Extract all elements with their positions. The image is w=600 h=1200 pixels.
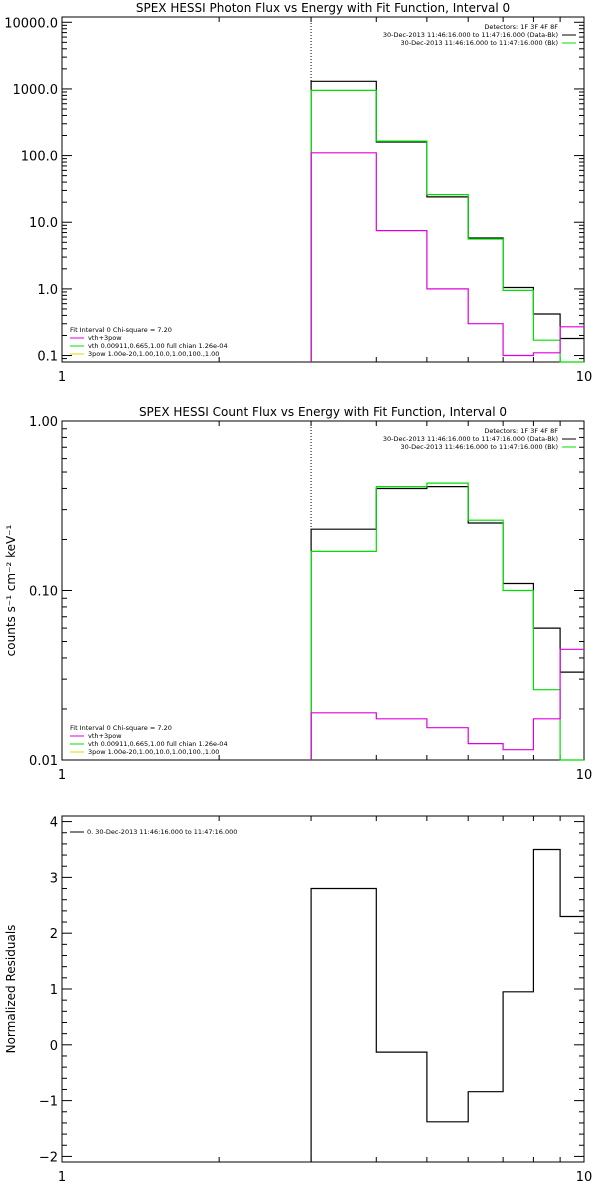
y-tick-label: 1000.0: [13, 83, 59, 98]
legend-top-line: 30-Dec-2013 11:46:16.000 to 11:47:16.000…: [383, 435, 558, 443]
legend-fit-line: vth+3pow: [88, 732, 122, 740]
x-tick-label: 10: [576, 370, 593, 385]
chart-title: SPEX HESSI Photon Flux vs Energy with Fi…: [136, 1, 510, 15]
y-axis-label: counts s⁻¹ cm⁻² keV⁻¹: [4, 524, 18, 656]
legend-fit-line: Fit Interval 0 Chi-square = 7.20: [70, 326, 172, 334]
legend-top-line: Detectors: 1F 3F 4F 8F: [484, 23, 558, 31]
chart-panel-1: SPEX HESSI Photon Flux vs Energy with Fi…: [4, 1, 592, 385]
series-1-histogram: [310, 848, 584, 1162]
y-tick-label: 100.0: [21, 150, 58, 165]
series-2-histogram: [310, 89, 584, 363]
plot-frame: [61, 16, 585, 363]
y-tick-label: 1: [50, 983, 58, 998]
y-tick-label: 4: [50, 816, 58, 831]
legend-fit-line: vth 0.00911,0.665,1.00 full chian 1.26e-…: [88, 342, 228, 350]
legend-fit-line: vth 0.00911,0.665,1.00 full chian 1.26e-…: [88, 740, 228, 748]
y-tick-label: 1.0: [37, 283, 58, 298]
y-tick-label: 0: [50, 1039, 58, 1054]
y-tick-label: 3: [50, 871, 58, 886]
legend-fit-line: vth+3pow: [88, 334, 122, 342]
y-tick-label: 10000.0: [4, 16, 58, 31]
y-tick-label: 0.10: [29, 585, 58, 600]
y-tick-label: 2: [50, 927, 58, 942]
x-tick-label: 1: [58, 370, 66, 385]
y-tick-label: 10.0: [29, 216, 58, 231]
legend-top-line: 30-Dec-2013 11:46:16.000 to 11:47:16.000…: [401, 443, 559, 451]
x-tick-label: 10: [576, 768, 593, 783]
x-tick-label: 1: [58, 768, 66, 783]
y-tick-label: 1.00: [29, 415, 58, 430]
chart-title: SPEX HESSI Count Flux vs Energy with Fit…: [139, 405, 507, 419]
chart-panel-2: SPEX HESSI Count Flux vs Energy with Fit…: [4, 405, 592, 783]
y-tick-label: 0.01: [29, 754, 58, 769]
series-3-histogram: [310, 152, 584, 362]
y-axis-label: Normalized Residuals: [4, 925, 18, 1054]
plot-frame: [61, 815, 585, 1163]
x-tick-label: 10: [576, 1170, 593, 1185]
chart-panel-3: 1 10 −2 −1 0 1 2 3 4 Normalized Residuals 0. 30-De…: [4, 815, 593, 1185]
legend-fit-line: 3pow 1.00e-20,1.00,10.0,1.00,100.,1.00: [88, 350, 219, 358]
legend-top-line: Detectors: 1F 3F 4F 8F: [484, 427, 558, 435]
y-tick-label: −2: [39, 1150, 58, 1165]
y-tick-label: −1: [39, 1095, 58, 1110]
legend-top-line: 30-Dec-2013 11:46:16.000 to 11:47:16.000…: [401, 39, 559, 47]
legend-line: 0. 30-Dec-2013 11:46:16.000 to 11:47:16.…: [87, 828, 237, 836]
series-1-histogram: [310, 80, 584, 362]
legend-fit-line: 3pow 1.00e-20,1.00,10.0,1.00,100.,1.00: [88, 748, 219, 756]
series-3-histogram: [310, 648, 584, 760]
legend-fit-line: Fit Interval 0 Chi-square = 7.20: [70, 724, 172, 732]
legend-top-line: 30-Dec-2013 11:46:16.000 to 11:47:16.000…: [383, 31, 558, 39]
y-tick-label: 0.1: [37, 350, 58, 365]
x-tick-label: 1: [58, 1170, 66, 1185]
series-2-histogram: [310, 482, 584, 761]
